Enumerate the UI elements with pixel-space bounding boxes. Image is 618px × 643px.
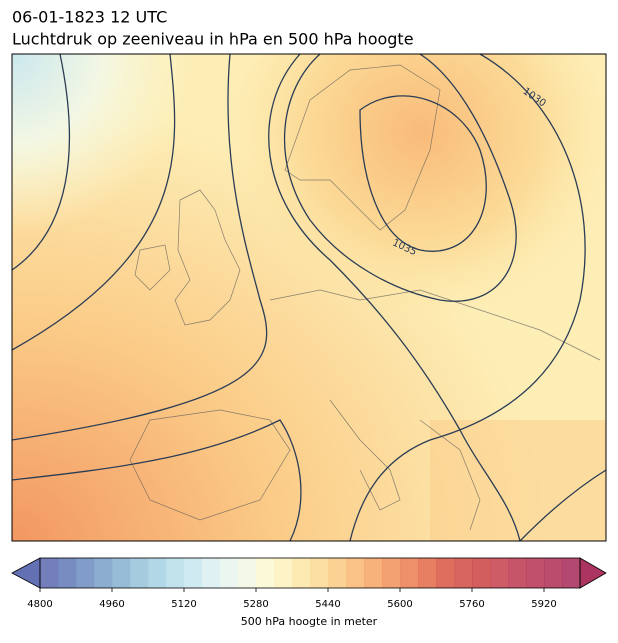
colorbar-segment [76, 558, 95, 588]
colorbar-segment [94, 558, 113, 588]
colorbar-segment [436, 558, 455, 588]
colorbar-segment [220, 558, 239, 588]
colorbar-segment [238, 558, 257, 588]
colorbar-segment [562, 558, 581, 588]
colorbar-segment [382, 558, 401, 588]
colorbar-segment [202, 558, 221, 588]
map-frame [11, 53, 607, 542]
colorbar-segment [130, 558, 149, 588]
colorbar-segment [364, 558, 383, 588]
colorbar-segment [472, 558, 491, 588]
colorbar-extend-high [579, 557, 607, 589]
colorbar-frame [39, 557, 581, 589]
colorbar-segment [256, 558, 275, 588]
colorbar-segment [58, 558, 77, 588]
colorbar-tick-label: 4800 [27, 599, 52, 610]
colorbar-tick-label: 5440 [315, 599, 340, 610]
colorbar-tick-label: 5280 [243, 599, 268, 610]
colorbar-segment [292, 558, 311, 588]
colorbar-extend-low [11, 557, 41, 589]
colorbar-tick-label: 5920 [531, 599, 556, 610]
colorbar-segment [40, 558, 59, 588]
colorbar-segment [508, 558, 527, 588]
colorbar-segment [544, 558, 563, 588]
colorbar-segment [490, 558, 509, 588]
colorbar-tick-label: 5120 [171, 599, 196, 610]
colorbar-segment [112, 558, 131, 588]
colorbar-segment [310, 558, 329, 588]
title: 06-01-1823 12 UTC [12, 8, 167, 27]
colorbar-segment [526, 558, 545, 588]
colorbar-label: 500 hPa hoogte in meter [241, 615, 378, 628]
colorbar-segment [274, 558, 293, 588]
colorbar-segment [328, 558, 347, 588]
subtitle: Luchtdruk op zeeniveau in hPa en 500 hPa… [12, 30, 414, 49]
colorbar-tick-label: 5600 [387, 599, 412, 610]
colorbar-tick-label: 5760 [459, 599, 484, 610]
map [12, 54, 606, 541]
colorbar-segment [148, 558, 167, 588]
colorbar-segment [184, 558, 203, 588]
colorbar-segment [346, 558, 365, 588]
colorbar-segment [418, 558, 437, 588]
colorbar-tick-label: 4960 [99, 599, 124, 610]
colorbar-segment [166, 558, 185, 588]
colorbar-segment [454, 558, 473, 588]
colorbar-segment [400, 558, 419, 588]
colorbar: 4800 4960 5120 5280 5440 5600 5760 5920 [11, 557, 607, 610]
